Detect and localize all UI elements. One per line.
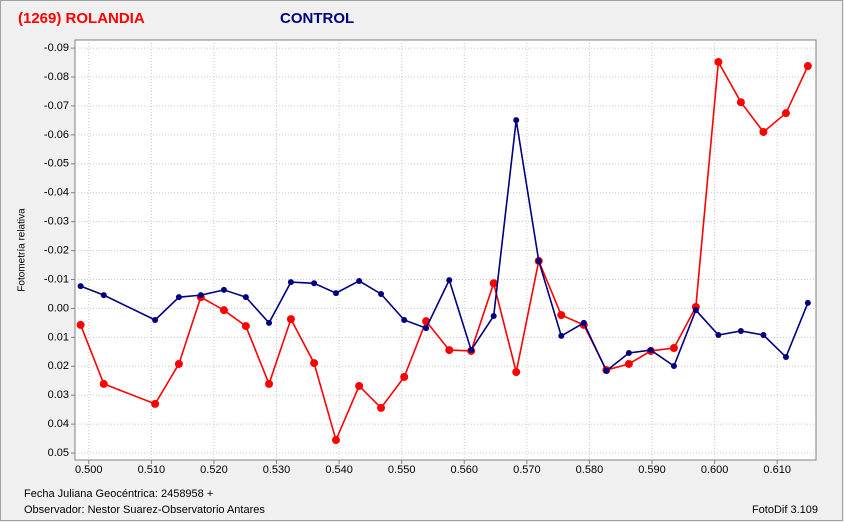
x-tick-label: 0.530 (263, 464, 291, 476)
y-tick-label: 0.04 (48, 418, 69, 430)
data-point (513, 117, 520, 124)
y-tick-label: 0.00 (48, 302, 69, 314)
x-tick-label: 0.540 (325, 464, 353, 476)
data-point (401, 317, 408, 323)
data-point (446, 277, 453, 284)
data-point (803, 62, 812, 71)
data-point (490, 312, 497, 319)
data-point (759, 127, 768, 136)
data-point (714, 57, 723, 66)
y-tick-label: 0.02 (48, 360, 69, 372)
data-point (332, 290, 339, 297)
x-tick-label: 0.510 (138, 464, 166, 476)
data-point (557, 311, 566, 320)
y-tick-label: 0.01 (48, 331, 69, 343)
series-line (80, 119, 809, 373)
data-point (287, 279, 294, 286)
data-point (782, 354, 789, 361)
data-point (77, 283, 84, 290)
x-tick-label: 0.580 (576, 464, 604, 476)
data-point (760, 332, 767, 339)
data-point (220, 286, 227, 293)
data-point (670, 362, 677, 369)
data-point (151, 399, 160, 408)
y-tick-label: 0.03 (48, 389, 69, 401)
data-point (647, 347, 654, 354)
series-line (79, 59, 809, 443)
plot-area (74, 39, 817, 461)
x-tick-label: 0.610 (763, 464, 791, 476)
data-point (535, 257, 542, 264)
legend-entry: CONTROL (280, 10, 354, 27)
data-point (378, 290, 385, 297)
x-tick-label: 0.550 (388, 464, 416, 476)
data-point (311, 280, 318, 287)
y-tick-label: -0.09 (44, 42, 69, 54)
data-point (197, 292, 204, 299)
y-tick-label: -0.04 (44, 187, 69, 199)
data-point (423, 325, 430, 332)
data-point (468, 347, 475, 354)
data-point (286, 315, 295, 324)
y-tick-label: -0.01 (44, 273, 69, 285)
data-point (580, 319, 587, 326)
data-point (242, 294, 249, 301)
data-point (715, 332, 722, 339)
data-point (100, 292, 107, 299)
data-point (331, 436, 340, 445)
data-point (692, 307, 699, 314)
data-point (310, 359, 319, 368)
data-point (219, 306, 228, 315)
data-point (266, 319, 273, 326)
data-point (445, 346, 454, 355)
data-point (804, 299, 811, 306)
y-tick-label: -0.08 (44, 71, 69, 83)
data-point (489, 279, 498, 288)
x-tick-label: 0.520 (200, 464, 228, 476)
x-tick-label: 0.590 (638, 464, 666, 476)
data-point (736, 98, 745, 107)
data-point (669, 344, 678, 353)
y-tick-label: 0.05 (48, 447, 69, 459)
y-tick-label: -0.05 (44, 158, 69, 170)
data-point (400, 372, 409, 381)
data-point (737, 327, 744, 334)
data-point (603, 367, 610, 374)
y-axis-label: Fotometría relativa (17, 208, 28, 292)
x-tick-label: 0.560 (451, 464, 479, 476)
data-point (512, 368, 521, 377)
y-tick-label: -0.06 (44, 129, 69, 141)
data-point (265, 379, 274, 388)
y-tick-label: -0.07 (44, 100, 69, 112)
data-point (175, 294, 182, 301)
data-point (624, 359, 633, 368)
x-tick-label: 0.500 (75, 464, 103, 476)
data-point (355, 381, 364, 390)
x-tick-label: 0.600 (701, 464, 729, 476)
x-tick-label: 0.570 (513, 464, 541, 476)
footer-software: FotoDif 3.109 (752, 504, 818, 516)
y-tick-label: -0.02 (44, 244, 69, 256)
legend-entry: (1269) ROLANDIA (18, 10, 145, 27)
data-point (558, 332, 565, 339)
data-point (781, 109, 790, 118)
data-point (76, 320, 85, 329)
footer-date: Fecha Juliana Geocéntrica: 2458958 + (24, 488, 213, 500)
data-point (241, 322, 250, 331)
data-point (99, 379, 108, 388)
footer-observer: Observador: Nestor Suarez-Observatorio A… (24, 504, 265, 516)
data-point (377, 403, 386, 412)
data-point (356, 277, 363, 284)
data-point (174, 359, 183, 368)
data-point (625, 349, 632, 356)
data-point (152, 317, 159, 323)
y-tick-label: -0.03 (44, 216, 69, 228)
